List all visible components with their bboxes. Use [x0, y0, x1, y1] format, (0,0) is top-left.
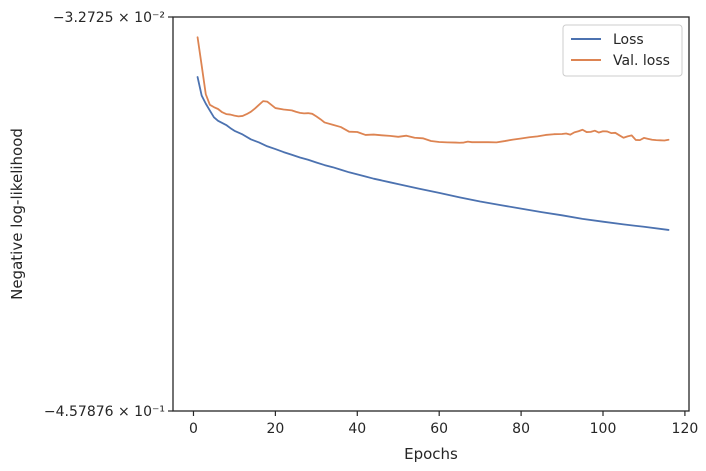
- series-layer: [196, 36, 670, 231]
- legend-label-val-loss: Val. loss: [613, 53, 670, 69]
- series-line-loss: [196, 76, 670, 231]
- x-tick-label-2: 40: [348, 421, 366, 437]
- y-tick-label-1: −4.57876 × 10⁻¹: [44, 404, 165, 420]
- legend: Loss Val. loss: [562, 24, 683, 77]
- x-tick-label-6: 120: [672, 421, 699, 437]
- series-line-val-loss: [196, 36, 670, 144]
- y-tick-label-0: −3.2725 × 10⁻²: [53, 10, 165, 26]
- x-tick-label-4: 80: [512, 421, 530, 437]
- plot-frame: [172, 16, 690, 412]
- y-axis: −3.2725 × 10⁻² −4.57876 × 10⁻¹: [44, 10, 173, 420]
- x-axis: 0 20 40 60 80 100 120: [189, 411, 698, 437]
- x-axis-label: Epochs: [404, 445, 458, 463]
- x-tick-label-1: 20: [266, 421, 284, 437]
- legend-label-loss: Loss: [613, 32, 644, 48]
- y-axis-label: Negative log-likelihood: [8, 128, 26, 300]
- x-tick-label-0: 0: [189, 421, 198, 437]
- x-tick-label-3: 60: [430, 421, 448, 437]
- x-tick-label-5: 100: [590, 421, 617, 437]
- legend-box: [562, 24, 683, 77]
